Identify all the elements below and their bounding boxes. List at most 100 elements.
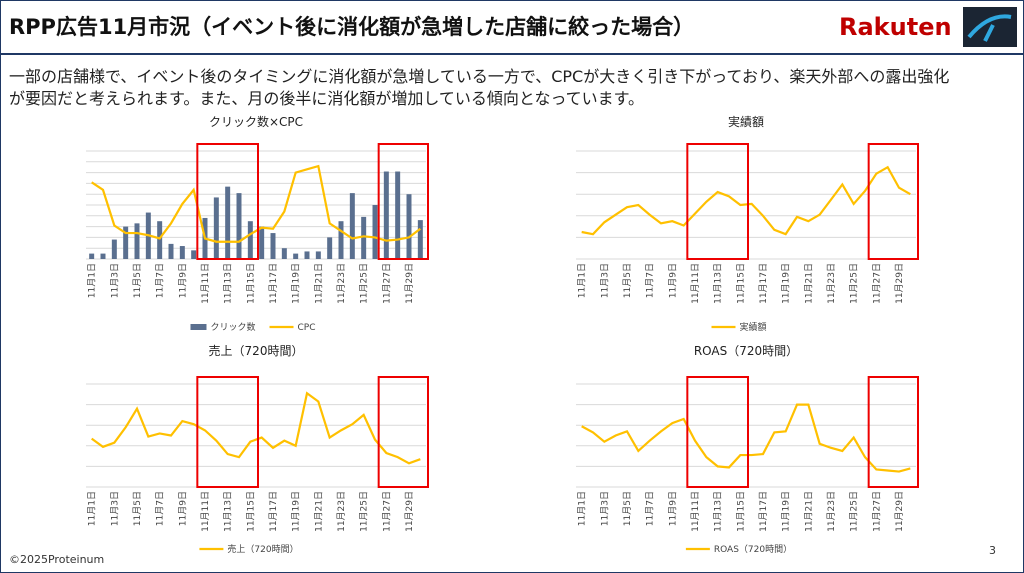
x-tick-label: 11月21日 bbox=[803, 491, 814, 532]
legend-label: ROAS（720時間） bbox=[714, 544, 792, 555]
highlight-box bbox=[867, 143, 920, 260]
bar bbox=[123, 226, 129, 259]
x-tick-label: 11月3日 bbox=[109, 491, 120, 526]
x-tick-label: 11月25日 bbox=[849, 491, 860, 532]
x-tick-label: 11月11日 bbox=[200, 263, 211, 304]
x-tick-label: 11月1日 bbox=[87, 491, 98, 526]
bar bbox=[383, 171, 389, 259]
x-tick-label: 11月27日 bbox=[381, 263, 392, 304]
x-tick-label: 11月7日 bbox=[645, 263, 656, 298]
x-tick-label: 11月11日 bbox=[690, 263, 701, 304]
x-tick-label: 11月15日 bbox=[245, 263, 256, 304]
x-tick-label: 11月19日 bbox=[291, 491, 302, 532]
bar bbox=[89, 253, 95, 259]
bar bbox=[213, 197, 219, 259]
x-tick-label: 11月21日 bbox=[313, 263, 324, 304]
highlight-box bbox=[867, 376, 920, 488]
chart-title: 実績額 bbox=[728, 114, 764, 129]
line bbox=[91, 164, 422, 243]
bar bbox=[315, 251, 321, 259]
bar bbox=[236, 193, 242, 259]
bar bbox=[349, 193, 355, 259]
bar bbox=[417, 220, 423, 259]
bar bbox=[395, 171, 401, 259]
x-tick-label: 11月25日 bbox=[359, 263, 370, 304]
bar bbox=[259, 226, 265, 259]
chart-title: クリック数×CPC bbox=[209, 114, 303, 129]
x-tick-label: 11月25日 bbox=[359, 491, 370, 532]
x-tick-label: 11月23日 bbox=[826, 491, 837, 532]
bar bbox=[134, 223, 140, 259]
x-tick-label: 11月13日 bbox=[223, 263, 234, 304]
x-tick-label: 11月19日 bbox=[291, 263, 302, 304]
x-tick-label: 11月13日 bbox=[223, 491, 234, 532]
highlight-box bbox=[686, 143, 749, 260]
x-tick-label: 11月3日 bbox=[599, 263, 610, 298]
highlight-box bbox=[686, 376, 749, 488]
x-tick-label: 11月11日 bbox=[690, 491, 701, 532]
page-number: 3 bbox=[989, 544, 996, 557]
x-tick-label: 11月1日 bbox=[577, 491, 588, 526]
x-tick-label: 11月27日 bbox=[871, 491, 882, 532]
x-tick-label: 11月29日 bbox=[404, 263, 415, 304]
x-tick-label: 11月13日 bbox=[713, 491, 724, 532]
x-tick-label: 11月23日 bbox=[826, 263, 837, 304]
x-tick-label: 11月9日 bbox=[667, 491, 678, 526]
bar bbox=[327, 237, 333, 259]
x-tick-label: 11月17日 bbox=[758, 263, 769, 304]
x-tick-label: 11月29日 bbox=[404, 491, 415, 532]
x-tick-label: 11月21日 bbox=[313, 491, 324, 532]
x-tick-label: 11月9日 bbox=[177, 263, 188, 298]
x-tick-label: 11月1日 bbox=[577, 263, 588, 298]
x-tick-label: 11月15日 bbox=[245, 491, 256, 532]
x-tick-label: 11月7日 bbox=[155, 491, 166, 526]
x-tick-label: 11月9日 bbox=[177, 491, 188, 526]
slide-title: RPP広告11月市況（イベント後に消化額が急増した店舗に絞った場合） bbox=[9, 15, 695, 39]
bar bbox=[179, 246, 185, 259]
x-tick-label: 11月17日 bbox=[758, 491, 769, 532]
bar bbox=[111, 239, 117, 259]
bar bbox=[247, 221, 253, 259]
x-tick-label: 11月11日 bbox=[200, 491, 211, 532]
line bbox=[581, 403, 911, 473]
x-tick-label: 11月5日 bbox=[622, 263, 633, 298]
x-tick-label: 11月3日 bbox=[599, 491, 610, 526]
highlight-box bbox=[377, 143, 429, 260]
bar bbox=[157, 221, 163, 259]
bar bbox=[372, 205, 378, 259]
x-tick-label: 11月5日 bbox=[132, 263, 143, 298]
x-tick-label: 11月7日 bbox=[155, 263, 166, 298]
x-tick-label: 11月21日 bbox=[803, 263, 814, 304]
legend-label: 実績額 bbox=[739, 321, 766, 333]
x-tick-label: 11月5日 bbox=[622, 491, 633, 526]
body-text: が要因だと考えられます。また、月の後半に消化額が増加している傾向となっています。 bbox=[9, 89, 645, 108]
bar bbox=[225, 186, 231, 259]
bar bbox=[281, 248, 287, 259]
x-tick-label: 11月23日 bbox=[336, 263, 347, 304]
x-tick-label: 11月29日 bbox=[894, 263, 905, 304]
bar bbox=[406, 194, 412, 259]
x-tick-label: 11月19日 bbox=[781, 491, 792, 532]
header-rule bbox=[1, 53, 1023, 55]
x-tick-label: 11月9日 bbox=[667, 263, 678, 298]
bar bbox=[191, 250, 197, 259]
x-tick-label: 11月13日 bbox=[713, 263, 724, 304]
legend-label: 売上（720時間） bbox=[227, 543, 298, 555]
legend-swatch bbox=[190, 324, 207, 330]
highlight-box bbox=[196, 143, 259, 260]
x-tick-label: 11月17日 bbox=[268, 491, 279, 532]
x-tick-label: 11月23日 bbox=[336, 491, 347, 532]
x-tick-label: 11月3日 bbox=[109, 263, 120, 298]
x-tick-label: 11月15日 bbox=[735, 263, 746, 304]
highlight-box bbox=[196, 376, 259, 488]
bar bbox=[304, 251, 310, 259]
bar bbox=[293, 253, 299, 259]
x-tick-label: 11月15日 bbox=[735, 491, 746, 532]
body-text: 一部の店舗様で、イベント後のタイミングに消化額が急増している一方で、CPCが大き… bbox=[9, 67, 950, 86]
x-tick-label: 11月17日 bbox=[268, 263, 279, 304]
line bbox=[581, 165, 911, 236]
logo-text: Rakuten bbox=[839, 13, 952, 41]
x-tick-label: 11月5日 bbox=[132, 491, 143, 526]
